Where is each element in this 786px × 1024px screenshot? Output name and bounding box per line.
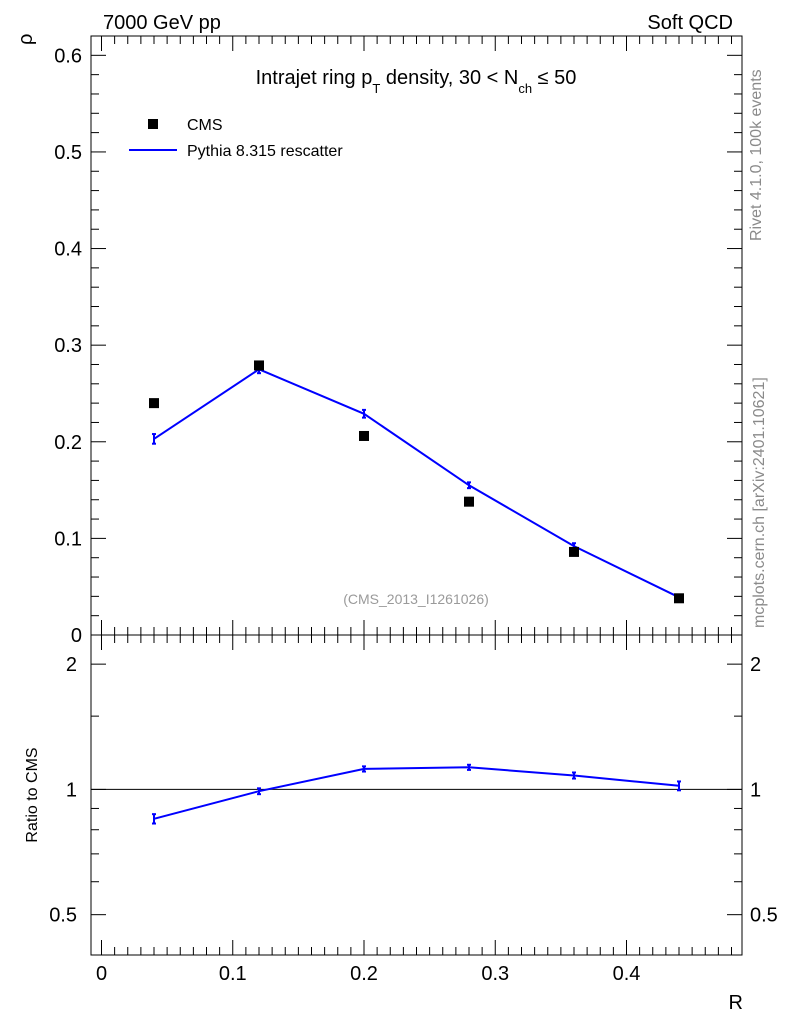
ratio-y-tick-label-right: 2 [750, 654, 761, 676]
cms-point [149, 398, 159, 409]
ratio-x-tick-label: 0.1 [219, 963, 247, 985]
ratio-y-axis-label: Ratio to CMS [24, 747, 41, 842]
main-y-tick-label: 0.4 [54, 239, 82, 261]
main-y-tick-label: 0.1 [54, 528, 82, 550]
ratio-x-tick-label: 0.3 [481, 963, 509, 985]
ratio-y-tick-label-left: 0.5 [49, 905, 77, 927]
main-y-tick-label: 0.3 [54, 335, 82, 357]
ratio-y-ticks: 0.5 0.5 1 1 2 2 [49, 654, 778, 927]
main-x-ticks [101, 36, 732, 635]
legend: CMS Pythia 8.315 rescatter [129, 117, 343, 160]
ratio-frame [90, 634, 743, 956]
cms-point [674, 593, 684, 604]
analysis-watermark: (CMS_2013_I1261026) [343, 591, 489, 607]
main-y-tick-label: 0.6 [54, 45, 82, 67]
main-y-ticks: 0 0.1 0.2 0.3 0.4 0.5 0.6 [54, 45, 742, 647]
cms-point [569, 546, 579, 557]
source-label: mcplots.cern.ch [arXiv:2401.10621] [751, 377, 768, 628]
cms-point [359, 430, 369, 441]
legend-cms-marker [148, 119, 158, 129]
header-right: Soft QCD [647, 12, 733, 34]
main-y-tick-label: 0 [71, 625, 82, 647]
main-y-tick-label: 0.2 [54, 432, 82, 454]
ratio-panel: 0.5 0.5 1 1 2 2 0 0.1 0.2 0.3 0.4 Ratio to CMS [24, 634, 778, 985]
rivet-label: Rivet 4.1.0, 100k events [748, 69, 765, 241]
ratio-x-tick-label: 0.2 [350, 963, 378, 985]
main-data [149, 360, 684, 604]
ratio-y-tick-label-right: 0.5 [750, 905, 778, 927]
main-panel: 0 0.1 0.2 0.3 0.4 0.5 0.6 ρ Intrajet ring pT d… [15, 34, 743, 647]
ratio-x-tick-label: 0.4 [613, 963, 641, 985]
header-left: 7000 GeV pp [103, 12, 221, 34]
ratio-data [91, 763, 742, 825]
cms-point [464, 496, 474, 507]
ratio-x-ticks: 0 0.1 0.2 0.3 0.4 [96, 635, 732, 985]
ratio-y-tick-label-right: 1 [750, 779, 761, 801]
ratio-y-tick-label-left: 1 [66, 779, 77, 801]
ratio-y-tick-label-left: 2 [66, 654, 77, 676]
legend-cms-label: CMS [187, 117, 223, 134]
ratio-x-tick-label: 0 [96, 963, 107, 985]
main-y-tick-label: 0.5 [54, 142, 82, 164]
main-y-axis-label: ρ [15, 34, 37, 45]
main-title: Intrajet ring pT density, 30 < Nch ≤ 50 [256, 67, 577, 96]
ratio-line [153, 766, 680, 820]
pythia-line [153, 368, 680, 599]
legend-pythia-label: Pythia 8.315 rescatter [187, 143, 343, 160]
cms-point [254, 360, 264, 371]
x-axis-label: R [729, 992, 743, 1014]
